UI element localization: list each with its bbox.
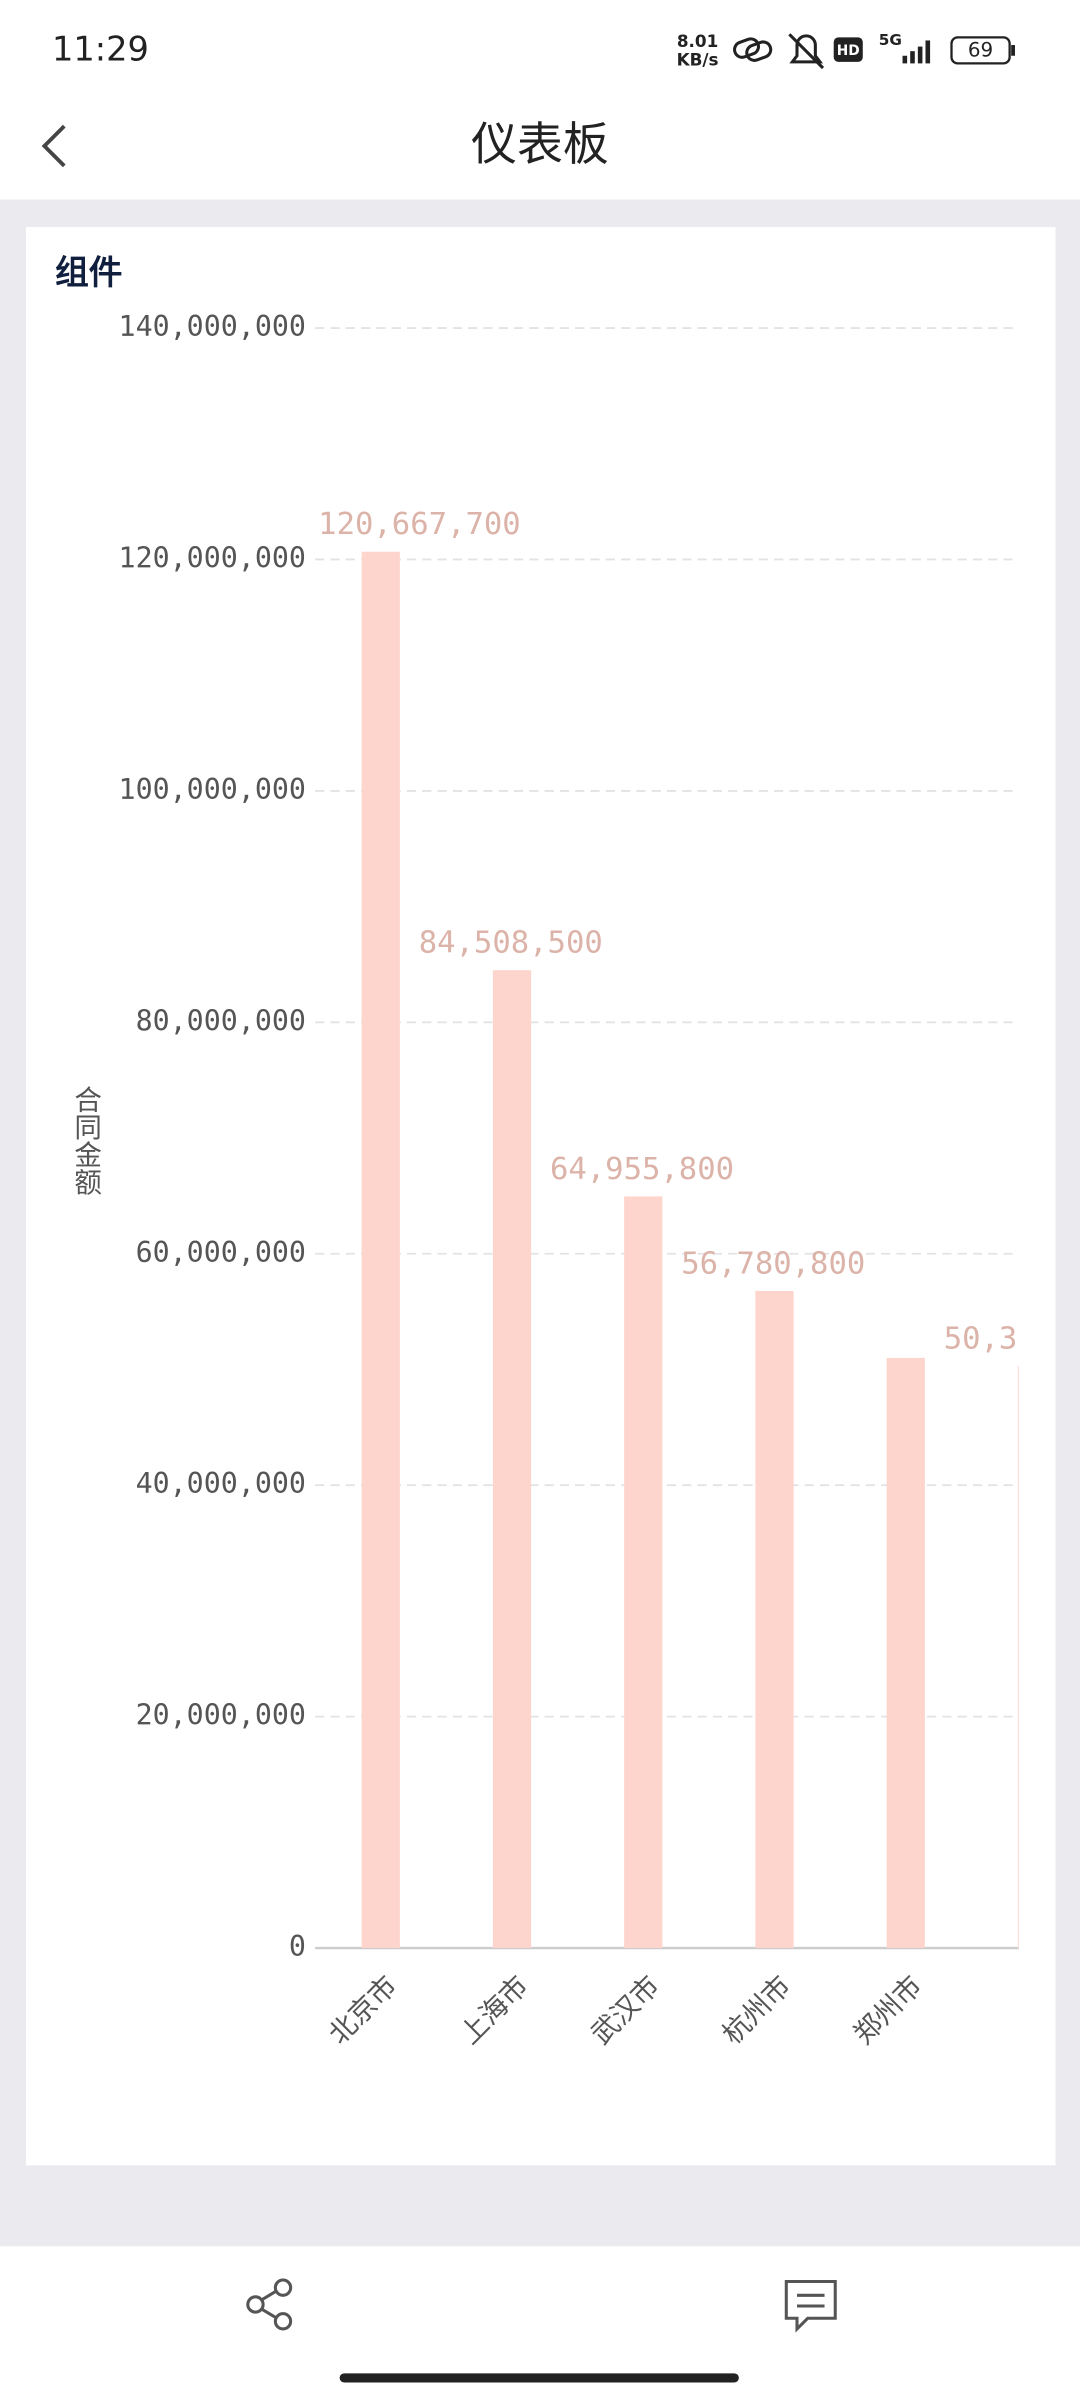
data-label: 50,3 (944, 1321, 1018, 1356)
y-tick-label: 140,000,000 (119, 310, 306, 343)
y-tick-label: 0 (289, 1930, 306, 1963)
data-label: 84,508,500 (419, 926, 603, 961)
back-button[interactable] (41, 124, 66, 168)
y-tick-label: 80,000,000 (136, 1004, 306, 1037)
card-title: 组件 (55, 253, 122, 292)
bar (361, 551, 400, 1949)
bar (886, 1357, 925, 1949)
data-label: 64,955,800 (550, 1152, 734, 1187)
bar (624, 1196, 663, 1949)
battery-icon (950, 36, 1011, 65)
status-time: 11:29 (52, 30, 149, 69)
hd-text: HD (837, 43, 860, 59)
card (26, 227, 1056, 2166)
mute-icon (788, 33, 825, 70)
bar (755, 1291, 794, 1949)
status-speed-unit: KB/s (677, 49, 719, 69)
comment-button[interactable] (784, 2280, 837, 2333)
hd-badge (833, 37, 863, 62)
battery-tip (1011, 45, 1015, 56)
y-tick-label: 20,000,000 (136, 1699, 306, 1732)
plot-area: 120,667,700 84,508,500 64,955,800 56,780,80… (318, 507, 1019, 1949)
y-tick-label: 60,000,000 (136, 1236, 306, 1269)
bar (1017, 1366, 1019, 1949)
y-tick-label: 40,000,000 (136, 1467, 306, 1500)
network-text: 5G (879, 31, 902, 49)
y-tick-label: 120,000,000 (119, 541, 306, 574)
signal-icon (902, 40, 931, 64)
data-label: 120,667,700 (318, 507, 521, 542)
y-tick-label: 100,000,000 (119, 773, 306, 806)
home-indicator (339, 2373, 739, 2383)
bar (492, 970, 532, 1949)
battery-level: 69 (968, 39, 993, 62)
share-button[interactable] (246, 2278, 293, 2331)
page-title: 仪表板 (471, 117, 609, 171)
data-label: 56,780,800 (681, 1247, 865, 1282)
status-speed: 8.01 (677, 31, 718, 51)
y-axis-label: 合同金额 (69, 1085, 102, 1195)
link-icon (733, 37, 773, 62)
